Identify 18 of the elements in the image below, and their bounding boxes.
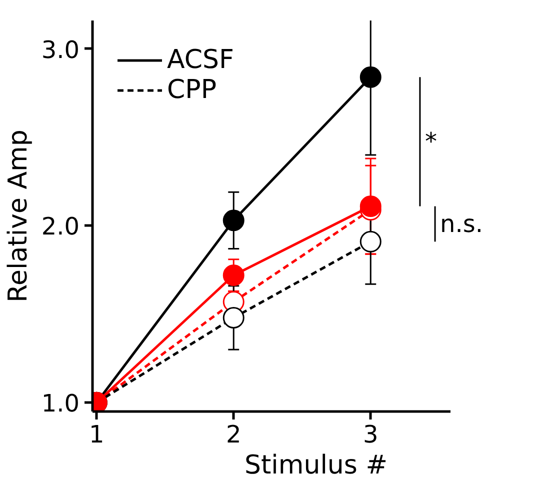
x-tick-label: 1: [88, 420, 104, 448]
point: [360, 196, 382, 217]
x-tick-label: 3: [363, 420, 378, 448]
point: [360, 66, 382, 88]
y-axis-title: Relative Amp: [3, 130, 34, 302]
annotation: *: [424, 128, 437, 156]
point: [360, 230, 382, 252]
point: [222, 210, 244, 232]
x-tick-label: 2: [226, 420, 242, 448]
point: [222, 264, 244, 286]
point: [222, 307, 244, 328]
annotation: n.s.: [440, 210, 484, 238]
y-tick-label: 3.0: [41, 36, 80, 64]
y-tick-label: 1.0: [41, 390, 80, 418]
legend-label: ACSF: [167, 45, 234, 75]
y-tick-label: 2.0: [41, 212, 80, 241]
x-axis-title: Stimulus #: [244, 450, 388, 480]
legend-label: CPP: [167, 75, 217, 105]
